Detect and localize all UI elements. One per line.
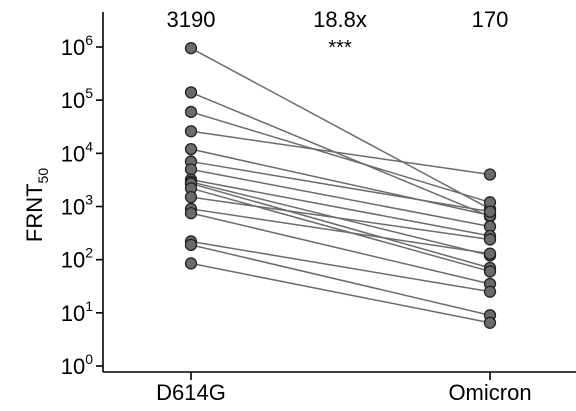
pair-line-16 [190,262,491,324]
pair-lines [190,47,491,324]
pair-line-3 [190,130,491,176]
fold-change-label: 18.8x [313,7,367,32]
pair-line-1 [190,91,491,218]
pair-line-10 [190,187,491,273]
pair-line-11 [190,196,491,241]
point-omicron-3 [483,168,497,181]
y-tick-exponent: 1 [85,298,93,314]
y-tick-exponent: 0 [85,351,93,367]
x-category-label-0: D614G [156,380,226,405]
axes [96,12,576,380]
y-tick-label-5: 105 [61,85,93,113]
point-omicron-12 [483,247,497,260]
pair-line-4 [190,148,491,217]
y-tick-exponent: 4 [85,138,93,154]
y-tick-exponent: 6 [85,32,93,48]
y-tick-base: 10 [61,301,85,326]
point-omicron-16 [483,316,497,329]
y-tick-exponent: 5 [85,85,93,101]
pair-line-12 [190,208,491,255]
y-tick-exponent: 3 [85,192,93,208]
y-tick-exponent: 2 [85,245,93,261]
pair-line-0 [190,47,491,210]
point-d614g-2 [184,105,198,119]
pair-line-14 [190,240,491,293]
point-d614g-3 [184,125,198,138]
y-tick-base: 10 [61,35,85,60]
y-tick-label-1: 101 [61,298,93,326]
y-tick-label-6: 106 [61,32,93,60]
point-omicron-11 [483,233,497,246]
pair-line-9 [190,182,491,269]
pair-line-13 [190,212,491,285]
pair-line-2 [190,111,491,204]
pair-line-5 [190,160,491,213]
pair-line-6 [190,168,491,228]
y-axis-title-subscript: 50 [35,168,51,184]
point-d614g-0 [184,42,198,55]
data-points [184,42,497,329]
y-axis-title: FRNT50 [22,168,51,242]
point-d614g-6 [184,163,198,176]
geomean-label-omicron: 170 [472,7,509,32]
point-omicron-10 [483,265,497,278]
point-omicron-14 [483,285,497,298]
y-tick-base: 10 [61,248,85,273]
geomean-label-d614g: 3190 [167,7,216,32]
pair-line-15 [190,244,491,316]
point-d614g-11 [184,190,198,204]
point-d614g-15 [184,238,198,251]
point-d614g-16 [184,257,198,270]
y-axis-title-main: FRNT [22,183,47,242]
pair-line-7 [190,178,491,237]
point-d614g-1 [184,86,198,99]
point-omicron-5 [483,205,497,218]
y-tick-base: 10 [61,88,85,113]
y-tick-base: 10 [61,354,85,379]
y-tick-label-0: 100 [61,351,93,379]
point-d614g-4 [184,142,198,156]
y-tick-label-3: 103 [61,192,93,220]
x-category-label-1: Omicron [448,380,531,405]
point-d614g-13 [184,206,198,220]
significance-label: *** [328,37,352,59]
y-tick-label-4: 104 [61,138,93,166]
y-tick-label-2: 102 [61,245,93,273]
y-tick-base: 10 [61,141,85,166]
y-tick-base: 10 [61,195,85,220]
